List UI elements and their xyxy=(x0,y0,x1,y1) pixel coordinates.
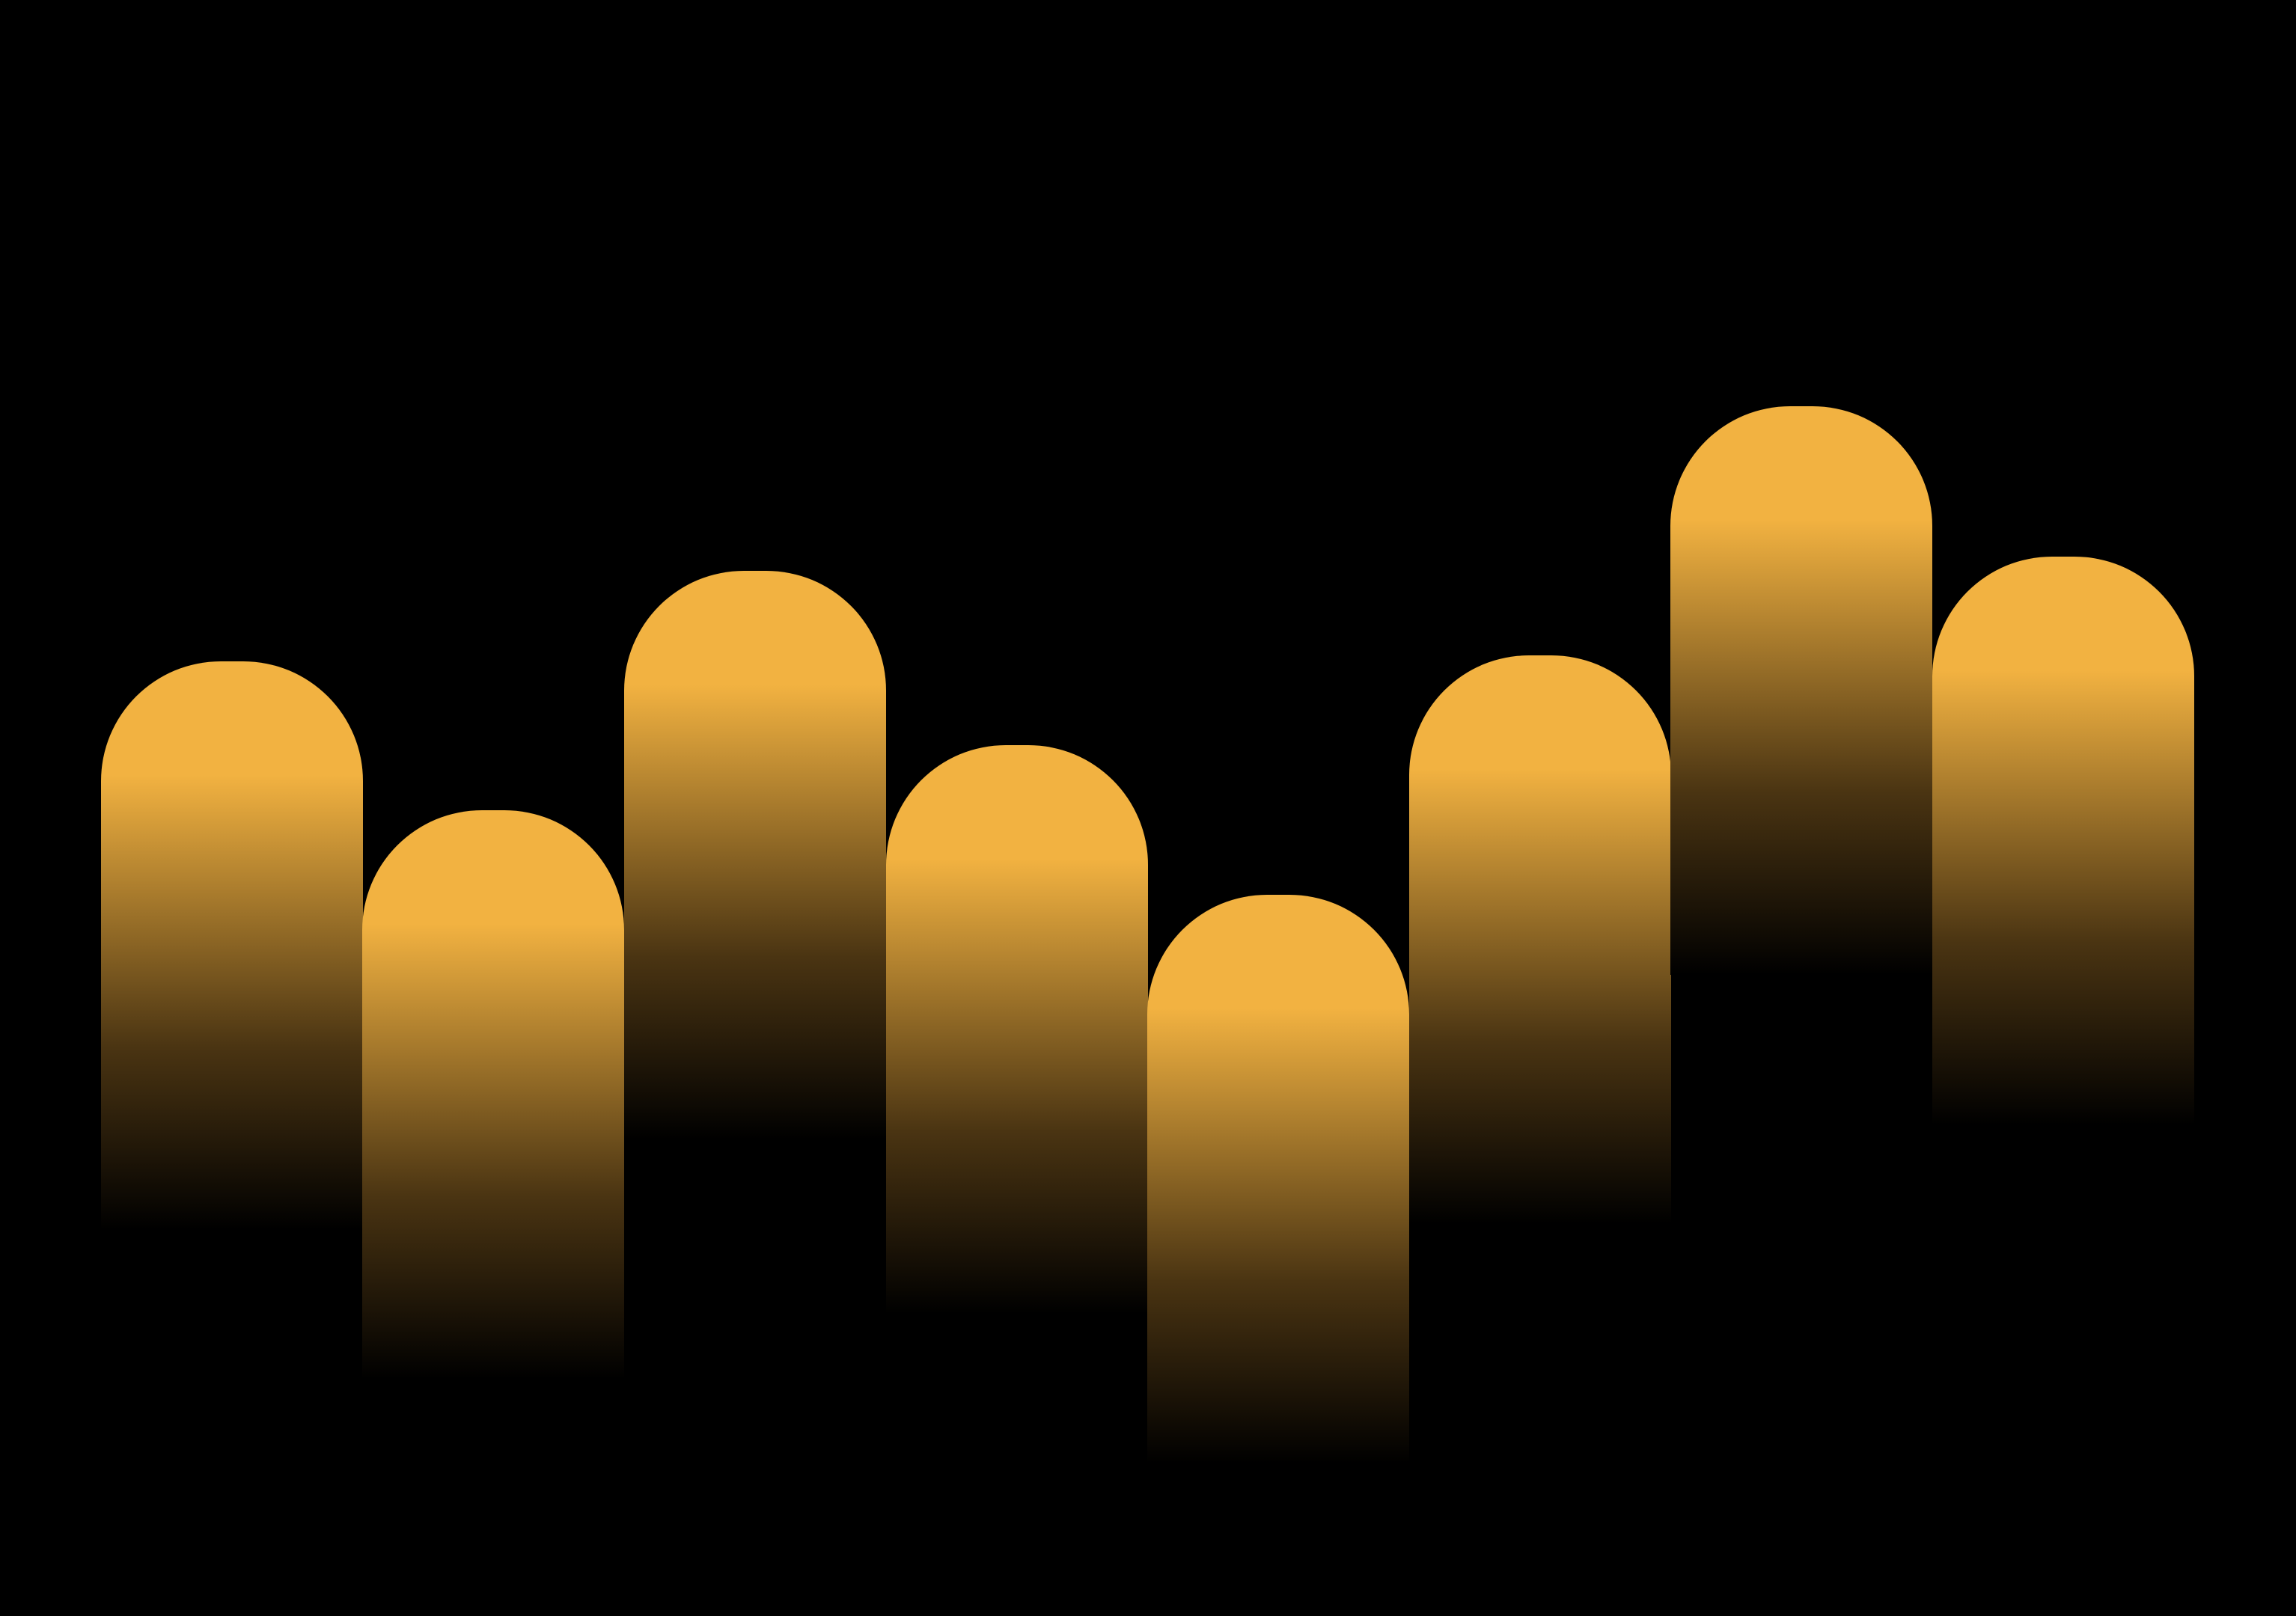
rounded-bar-6 xyxy=(1409,655,1671,1224)
rounded-bar-1 xyxy=(101,661,363,1230)
bar-group xyxy=(101,406,2194,1463)
rounded-bar-8 xyxy=(1932,557,2194,1125)
rounded-bar-7 xyxy=(1670,406,1932,975)
rounded-bar-2 xyxy=(362,810,624,1379)
rounded-bar-5 xyxy=(1147,895,1409,1463)
rounded-bar-4 xyxy=(886,745,1148,1314)
rounded-bar-3 xyxy=(624,571,886,1139)
